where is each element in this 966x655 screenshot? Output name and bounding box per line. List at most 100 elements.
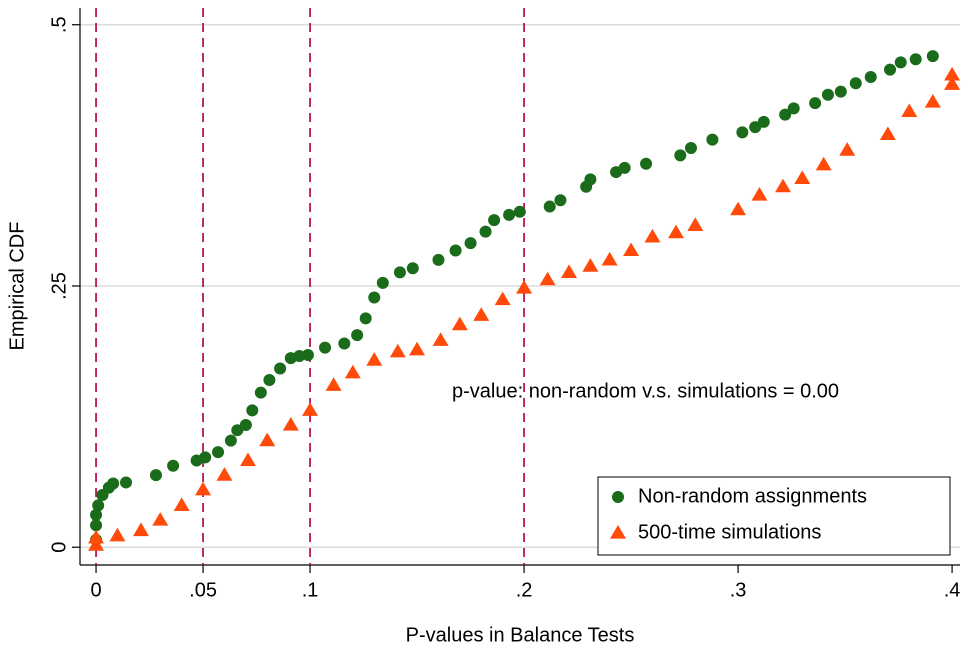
circle-marker <box>543 200 556 213</box>
circle-marker <box>167 459 180 472</box>
triangle-marker <box>152 512 169 526</box>
y-tick-label: 0 <box>48 542 70 553</box>
triangle-marker <box>944 76 961 90</box>
circle-marker <box>479 225 492 238</box>
circle-marker <box>834 85 847 98</box>
triangle-marker <box>924 94 941 108</box>
triangle-marker <box>173 497 190 512</box>
triangle-marker <box>132 522 149 537</box>
circle-marker <box>393 266 406 279</box>
triangle-marker <box>282 416 299 431</box>
circle-marker <box>368 291 381 304</box>
triangle-marker <box>901 103 918 118</box>
triangle-marker <box>325 377 342 391</box>
triangle-marker <box>839 142 856 156</box>
triangle-marker <box>302 402 319 416</box>
circle-marker <box>199 451 212 464</box>
triangle-marker <box>610 525 626 539</box>
circle-marker <box>926 50 939 63</box>
circle-marker <box>239 418 252 431</box>
triangle-marker <box>451 316 468 331</box>
circle-marker <box>779 108 792 121</box>
circle-marker <box>254 386 267 399</box>
triangle-marker <box>623 242 640 257</box>
x-tick-label: .3 <box>730 579 747 601</box>
circle-marker <box>674 149 687 162</box>
triangle-marker <box>644 228 661 243</box>
triangle-marker <box>259 432 276 447</box>
annotation: p-value: non-random v.s. simulations = 0… <box>452 380 839 402</box>
circle-marker <box>849 77 862 90</box>
triangle-marker <box>239 452 256 467</box>
legend-box <box>597 476 951 556</box>
triangle-marker <box>561 264 578 278</box>
triangle-marker <box>366 352 383 366</box>
circle-marker <box>554 194 567 207</box>
x-axis-label: P-values in Balance Tests <box>406 624 635 646</box>
y-tick-label: .25 <box>48 272 70 300</box>
triangle-marker <box>539 271 556 286</box>
circle-marker <box>757 115 770 128</box>
triangle-marker <box>794 170 811 184</box>
triangle-marker <box>751 187 768 201</box>
x-tick-label: .2 <box>516 579 533 601</box>
circle-marker <box>274 362 287 375</box>
triangle-marker <box>88 537 105 551</box>
circle-marker <box>884 63 897 76</box>
triangle-marker <box>195 481 212 496</box>
circle-marker <box>821 88 834 101</box>
circle-marker <box>449 244 462 257</box>
circle-marker <box>612 491 624 503</box>
circle-marker <box>809 97 822 110</box>
y-tick-label: .5 <box>48 16 70 33</box>
circle-marker <box>107 477 120 490</box>
circle-marker <box>92 499 105 512</box>
x-tick-label: 0 <box>90 579 101 601</box>
circle-marker <box>909 53 922 66</box>
circle-marker <box>376 276 389 289</box>
circle-marker <box>338 337 351 350</box>
circle-marker <box>736 126 749 139</box>
triangle-marker <box>516 280 533 294</box>
triangle-marker <box>88 529 105 544</box>
triangle-marker <box>687 217 704 231</box>
triangle-marker <box>109 527 126 542</box>
circle-marker <box>684 142 697 155</box>
triangle-marker <box>216 467 233 481</box>
circle-marker <box>432 253 445 266</box>
x-tick-label: .05 <box>189 579 217 601</box>
circle-marker <box>90 519 103 532</box>
circle-marker <box>864 70 877 83</box>
triangle-marker <box>409 341 426 356</box>
triangle-marker <box>601 251 618 266</box>
circle-marker <box>359 312 372 325</box>
circle-marker <box>488 214 501 227</box>
x-tick-label: .1 <box>302 579 319 601</box>
triangle-marker <box>494 291 511 306</box>
circle-marker <box>894 56 907 69</box>
triangle-marker <box>473 307 490 321</box>
x-tick-label: .4 <box>944 579 961 601</box>
circle-marker <box>406 262 419 275</box>
triangle-marker <box>668 224 685 239</box>
circle-marker <box>706 133 719 146</box>
circle-marker <box>149 469 162 482</box>
y-axis-label: Empirical CDF <box>6 222 28 351</box>
circle-marker <box>120 476 133 489</box>
circle-marker <box>464 237 477 250</box>
triangle-marker <box>730 201 747 216</box>
circle-marker <box>319 341 332 354</box>
circle-marker <box>263 374 276 387</box>
circle-marker <box>513 205 526 218</box>
circle-marker <box>224 434 237 447</box>
circle-marker <box>301 348 314 361</box>
circle-marker <box>503 208 516 221</box>
circle-marker <box>584 173 597 186</box>
triangle-marker <box>389 343 406 358</box>
circle-marker <box>618 161 631 174</box>
triangle-marker <box>775 178 792 193</box>
triangle-marker <box>344 364 361 379</box>
circle-marker <box>212 446 225 459</box>
